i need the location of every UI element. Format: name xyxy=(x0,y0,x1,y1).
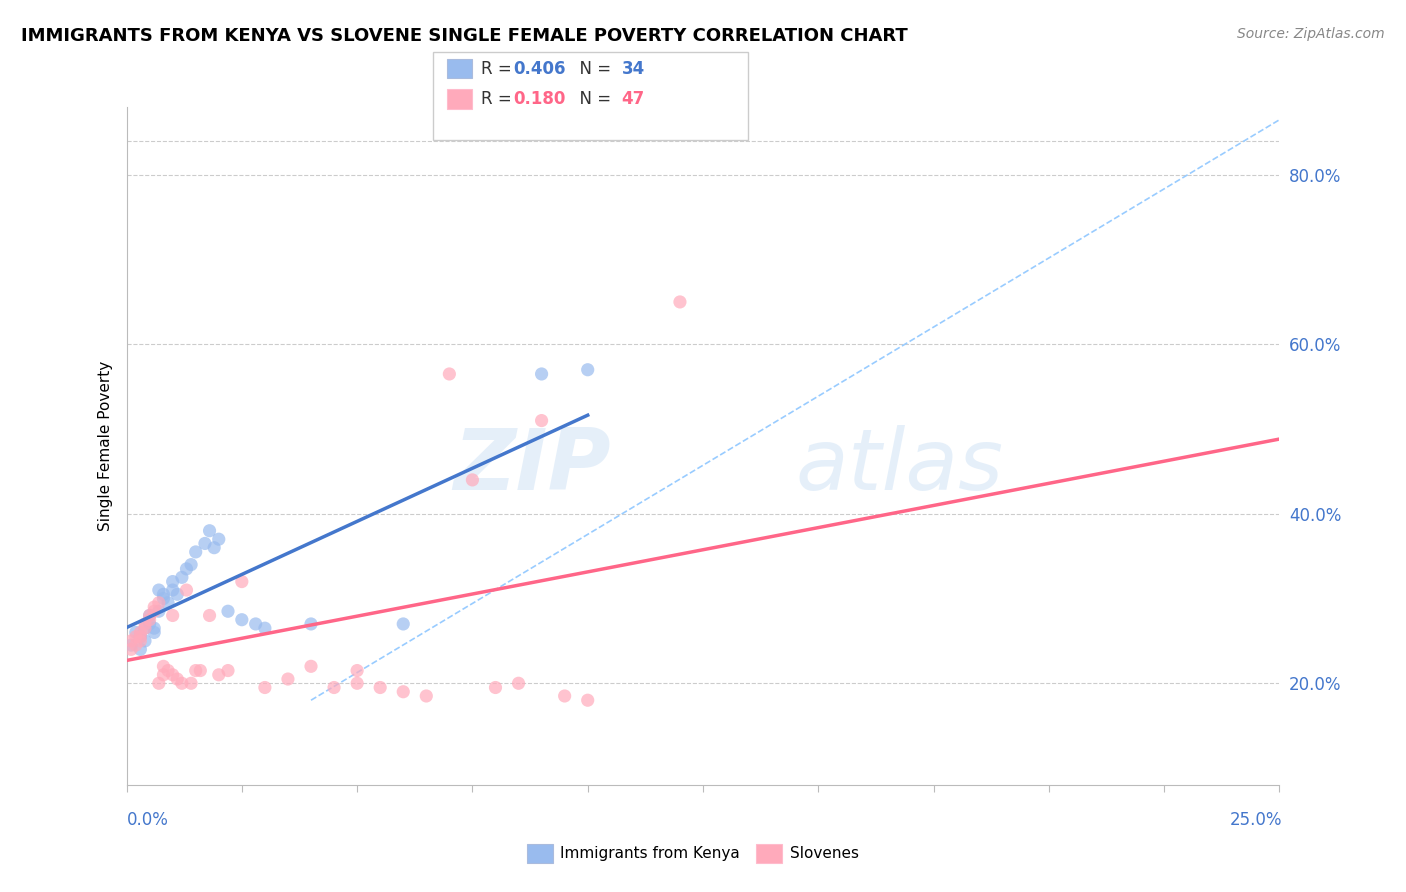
Point xyxy=(277,672,299,686)
Point xyxy=(162,583,184,598)
Point xyxy=(368,681,391,695)
Point xyxy=(143,625,166,640)
Point xyxy=(184,545,207,559)
Point xyxy=(392,685,415,699)
Point xyxy=(231,574,253,589)
Point xyxy=(138,613,160,627)
Point xyxy=(125,625,148,640)
Point xyxy=(202,541,225,555)
Point xyxy=(184,664,207,678)
Point xyxy=(138,608,160,623)
Text: atlas: atlas xyxy=(796,425,1004,508)
Point xyxy=(188,664,211,678)
Point xyxy=(152,667,174,681)
Point xyxy=(157,596,180,610)
Point xyxy=(170,676,193,690)
Point xyxy=(576,363,599,377)
Point xyxy=(392,617,415,632)
Text: 47: 47 xyxy=(621,90,645,108)
Text: ZIP: ZIP xyxy=(453,425,610,508)
Point xyxy=(134,621,156,635)
Point xyxy=(162,608,184,623)
Point xyxy=(120,633,142,648)
Point xyxy=(554,689,576,703)
Point xyxy=(125,638,148,652)
Point xyxy=(143,604,166,618)
Point xyxy=(299,659,322,673)
Point xyxy=(198,524,221,538)
Point xyxy=(669,294,692,310)
Y-axis label: Single Female Poverty: Single Female Poverty xyxy=(97,361,112,531)
Point xyxy=(231,613,253,627)
Point xyxy=(125,630,148,644)
Point xyxy=(461,473,484,487)
Point xyxy=(194,536,217,550)
Point xyxy=(157,664,180,678)
Point xyxy=(138,617,160,632)
Text: Slovenes: Slovenes xyxy=(790,847,859,861)
Point xyxy=(484,681,506,695)
Text: Immigrants from Kenya: Immigrants from Kenya xyxy=(560,847,740,861)
Text: 0.180: 0.180 xyxy=(513,90,565,108)
Point xyxy=(176,562,198,576)
Text: 25.0%: 25.0% xyxy=(1230,811,1282,829)
Point xyxy=(508,676,530,690)
Point xyxy=(134,633,156,648)
Point xyxy=(346,664,368,678)
Point xyxy=(143,600,166,615)
Point xyxy=(208,667,231,681)
Point xyxy=(129,625,152,640)
Point xyxy=(148,596,170,610)
Point xyxy=(170,570,193,584)
Point xyxy=(415,689,437,703)
Point xyxy=(129,630,152,644)
Point xyxy=(253,621,276,635)
Point xyxy=(530,367,553,381)
Point xyxy=(180,558,202,572)
Point xyxy=(180,676,202,690)
Point xyxy=(129,633,152,648)
Point xyxy=(323,681,346,695)
Point xyxy=(129,642,152,657)
Point xyxy=(576,693,599,707)
Text: 0.0%: 0.0% xyxy=(127,811,169,829)
Point xyxy=(162,574,184,589)
Point xyxy=(166,587,188,601)
Point xyxy=(148,676,170,690)
Text: 34: 34 xyxy=(621,60,645,78)
Text: 0.406: 0.406 xyxy=(513,60,565,78)
Text: N =: N = xyxy=(569,60,617,78)
Point xyxy=(120,642,142,657)
Point xyxy=(138,608,160,623)
Text: R =: R = xyxy=(481,60,517,78)
Point xyxy=(148,604,170,618)
Point xyxy=(152,587,174,601)
Text: N =: N = xyxy=(569,90,617,108)
Point xyxy=(346,676,368,690)
Point xyxy=(143,621,166,635)
Point xyxy=(148,583,170,598)
Text: Source: ZipAtlas.com: Source: ZipAtlas.com xyxy=(1237,27,1385,41)
Point xyxy=(134,617,156,632)
Point xyxy=(120,638,142,652)
Point xyxy=(176,583,198,598)
Point xyxy=(152,659,174,673)
Text: IMMIGRANTS FROM KENYA VS SLOVENE SINGLE FEMALE POVERTY CORRELATION CHART: IMMIGRANTS FROM KENYA VS SLOVENE SINGLE … xyxy=(21,27,908,45)
Point xyxy=(129,630,152,644)
Point xyxy=(530,414,553,428)
Point xyxy=(439,367,461,381)
Point xyxy=(134,621,156,635)
Text: R =: R = xyxy=(481,90,517,108)
Point xyxy=(208,532,231,546)
Point xyxy=(217,604,239,618)
Point xyxy=(152,591,174,606)
Point xyxy=(162,667,184,681)
Point xyxy=(253,681,276,695)
Point xyxy=(299,617,322,632)
Point xyxy=(198,608,221,623)
Point xyxy=(217,664,239,678)
Point xyxy=(245,617,267,632)
Point xyxy=(166,672,188,686)
